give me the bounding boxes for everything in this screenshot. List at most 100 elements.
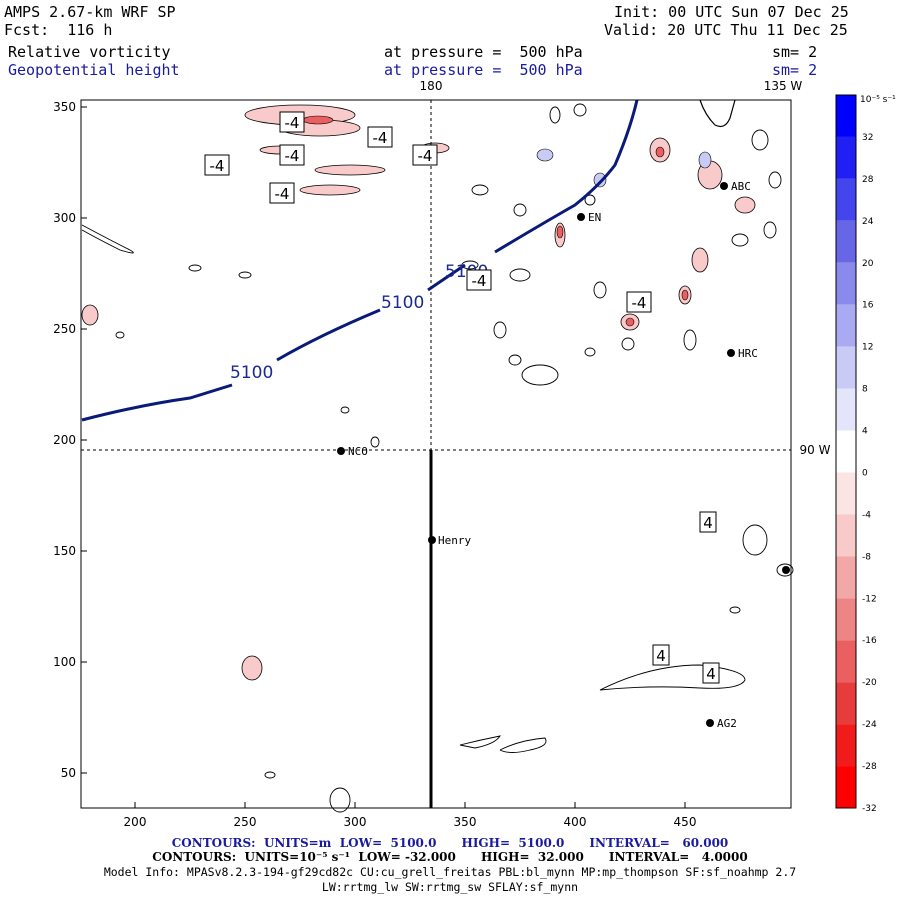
colorbar-label: 28 — [862, 175, 874, 185]
smoothing-vorticity: sm= 2 — [772, 43, 818, 61]
y-tick: 200 — [53, 433, 76, 447]
height-label: 5100 — [230, 363, 273, 383]
coastline — [699, 99, 736, 128]
lon-label-135w: 135 W — [764, 79, 803, 93]
colorbar-swatch — [836, 766, 856, 808]
colorbar-swatch — [836, 388, 856, 431]
x-tick: 450 — [674, 815, 697, 829]
footer-radiation-info: LW:rrtmg_lw SW:rrtmg_sw SFLAY:sf_mynn — [321, 880, 579, 894]
height-contour-5100 — [427, 263, 466, 292]
colorbar-label: 4 — [862, 427, 868, 437]
x-axis — [134, 802, 686, 808]
smoothing-geopotential: sm= 2 — [772, 61, 818, 79]
colorbar-label: -4 — [862, 510, 871, 520]
colorbar-swatch — [836, 472, 856, 515]
height-contour-5100 — [81, 383, 233, 422]
height-contour-5100 — [494, 99, 639, 254]
plot-frame — [80, 99, 792, 809]
colorbar-label: -8 — [862, 552, 871, 562]
colorbar-label: -16 — [862, 636, 877, 646]
forecast-hour: Fcst: 116 h — [4, 21, 113, 39]
station-marker — [782, 566, 790, 574]
vort-label: -4 — [285, 114, 300, 132]
vort-label: -4 — [285, 147, 300, 165]
height-label: 5100 — [381, 293, 424, 313]
stations: NCO Henry HRC AG2 EN ABC — [337, 180, 790, 730]
vort-label: -4 — [418, 147, 433, 165]
model-title: AMPS 2.67-km WRF SP — [4, 3, 176, 21]
y-tick: 50 — [61, 766, 76, 780]
y-tick: 100 — [53, 655, 76, 669]
colorbar-label: 24 — [862, 217, 874, 227]
y-axis — [81, 106, 87, 774]
station-label: NCO — [348, 445, 368, 458]
colorbar-label: -28 — [862, 762, 877, 772]
colorbar-swatch — [836, 556, 856, 599]
x-tick: 400 — [564, 815, 587, 829]
colorbar-swatch — [836, 724, 856, 767]
colorbar-label: -20 — [862, 678, 877, 688]
lon-label-180: 180 — [420, 79, 443, 93]
vort-label: -4 — [472, 272, 487, 290]
station-label: EN — [588, 211, 601, 224]
station-label: HRC — [738, 347, 758, 360]
colorbar-frame — [835, 94, 857, 809]
colorbar-label: 32 — [862, 133, 873, 143]
y-tick: 350 — [53, 100, 76, 114]
colorbar-swatch — [836, 640, 856, 683]
vort-label: -4 — [373, 129, 388, 147]
footer-model-info: Model Info: MPASv8.2.3-194-gf29cd82c CU:… — [103, 865, 797, 879]
colorbar-swatch — [836, 430, 856, 473]
station-marker — [720, 182, 728, 190]
init-time: Init: 00 UTC Sun 07 Dec 25 — [614, 3, 849, 21]
colorbar-swatch — [836, 178, 856, 221]
vorticity-negative-shading — [81, 104, 756, 681]
valid-time: Valid: 20 UTC Thu 11 Dec 25 — [604, 21, 848, 39]
vorticity-strong-cores — [302, 115, 689, 327]
colorbar-label: -12 — [862, 594, 877, 604]
vorticity-positive-shading — [536, 148, 712, 188]
field-geopotential: Geopotential height — [8, 61, 180, 79]
pressure-geopotential: at pressure = 500 hPa — [384, 61, 583, 79]
vort-label: 4 — [656, 647, 666, 665]
height-contour-labels: 5100 5100 5100 — [230, 262, 488, 383]
colorbar: 32 28 24 20 16 12 8 4 0 -4 -8 -12 -16 -20 -24 -28 -32 — [835, 94, 877, 814]
footer-vorticity-contours: CONTOURS: UNITS=10⁻⁵ s⁻¹ LOW= -32.000 HI… — [152, 850, 748, 864]
colorbar-swatch — [836, 346, 856, 389]
station-label: Henry — [438, 534, 471, 547]
vort-label: 4 — [706, 665, 716, 683]
y-tick-labels: 350 300 250 200 150 100 50 — [53, 100, 76, 780]
x-tick: 350 — [454, 815, 477, 829]
station-marker — [428, 536, 436, 544]
colorbar-swatch — [836, 220, 856, 263]
x-tick-labels: 200 250 300 350 400 450 — [124, 815, 697, 829]
colorbar-label: 20 — [862, 259, 874, 269]
colorbar-unit: 10⁻⁵ s⁻¹ — [860, 95, 896, 105]
colorbar-label: 16 — [862, 301, 874, 311]
y-tick: 300 — [53, 211, 76, 225]
vorticity-contours — [81, 103, 794, 813]
colorbar-swatch — [836, 682, 856, 725]
field-vorticity: Relative vorticity — [8, 43, 171, 61]
colorbar-swatch — [836, 598, 856, 641]
station-label: ABC — [731, 180, 751, 193]
x-tick: 200 — [124, 815, 147, 829]
vorticity-labels: -4 -4 -4 -4 -4 -4 -4 -4 4 4 4 — [204, 111, 720, 684]
colorbar-label: 0 — [862, 468, 868, 478]
station-marker — [337, 447, 345, 455]
x-tick: 300 — [344, 815, 367, 829]
colorbar-label: -24 — [862, 720, 877, 730]
y-tick: 150 — [53, 544, 76, 558]
colorbar-swatch — [836, 136, 856, 179]
footer-height-contours: CONTOURS: UNITS=m LOW= 5100.0 HIGH= 5100… — [171, 836, 729, 850]
pressure-vorticity: at pressure = 500 hPa — [384, 43, 583, 61]
vort-label: -4 — [275, 185, 290, 203]
station-marker — [577, 213, 585, 221]
colorbar-label: -32 — [862, 804, 877, 814]
height-contour-5100 — [276, 308, 381, 362]
colorbar-label: 8 — [862, 385, 868, 395]
colorbar-swatch — [836, 262, 856, 305]
x-tick: 250 — [234, 815, 257, 829]
colorbar-label: 12 — [862, 343, 873, 353]
